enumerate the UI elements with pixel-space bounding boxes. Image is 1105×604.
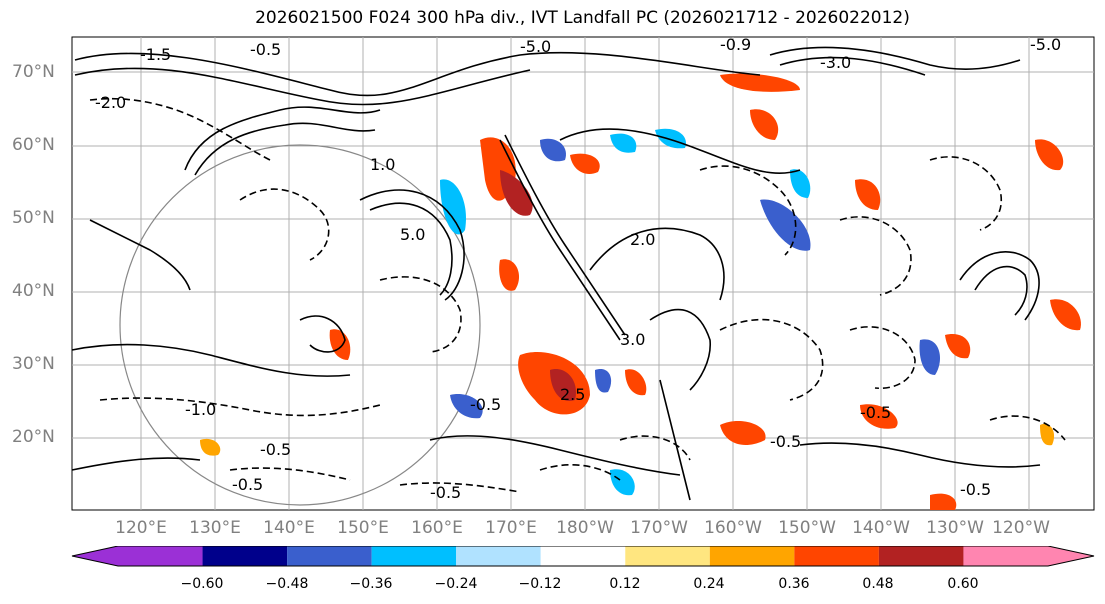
colorbar-tick: 0.12 [609,576,641,592]
contour-label: -2.0 [95,93,126,112]
contour-label: 5.0 [400,225,425,244]
contour-label: -5.0 [1030,35,1061,54]
colorbar-tick: 0.48 [862,576,894,592]
colorbar-extend-right [1048,546,1094,566]
contour-label: -0.5 [960,480,991,499]
latitude-label: 30°N [12,354,55,374]
longitude-label: 140°W [852,518,910,538]
colorbar-outline [71,546,1095,567]
colorbar-cell [709,546,795,566]
colorbar-tick: −0.12 [518,576,562,592]
contour-labels: -1.5 -0.5 -2.0 -5.0 -0.9 -3.0 -5.0 5.0 2… [95,35,1061,502]
contour-label: -5.0 [520,37,551,56]
latitude-label: 60°N [12,135,55,155]
contour-label: -0.5 [860,403,891,422]
contour-label: -0.5 [260,440,291,459]
colorbar-tick: −0.36 [349,576,393,592]
colorbar-tick: −0.48 [265,576,309,592]
colorbar-cell [371,546,457,566]
contour-label: 3.0 [620,330,645,349]
contour-label: -1.0 [185,400,216,419]
colorbar-tick: 0.24 [693,576,725,592]
contour-label: 1.0 [370,155,395,174]
longitude-label: 150°W [778,518,836,538]
colorbar-cell [794,546,879,566]
colorbar-extend-left [72,546,118,566]
colorbar-tick: −0.60 [180,576,224,592]
latitude-label: 40°N [12,281,55,301]
convergence-contours [89,97,1066,493]
longitude-label: 130°E [189,518,241,538]
colorbar [71,546,1095,567]
longitude-label: 130°W [926,518,984,538]
colorbar-tick: 0.60 [947,576,979,592]
contour-label: -0.5 [250,40,281,59]
contour-label: -0.9 [720,35,751,54]
contour-label: 2.0 [630,230,655,249]
longitude-label: 180°W [556,518,614,538]
colorbar-cell [202,546,288,566]
contour-label: -0.5 [430,483,461,502]
longitude-label: 150°E [337,518,389,538]
contour-label: 2.5 [560,385,585,404]
longitude-label: 120°E [115,518,167,538]
region-circle [119,144,481,506]
colorbar-cell [118,546,203,566]
map-title: 2026021500 F024 300 hPa div., IVT Landfa… [255,8,910,28]
longitude-label: 170°W [630,518,688,538]
contour-label: -0.5 [770,432,801,451]
colorbar-cell [878,546,964,566]
latitude-label: 50°N [12,208,55,228]
colorbar-tick: −0.24 [434,576,478,592]
contour-label: -1.5 [140,45,171,64]
contour-label: -0.5 [470,395,501,414]
colorbar-cell [963,546,1048,566]
divergence-contours [71,46,1041,501]
contour-label: -3.0 [820,53,851,72]
graticule [72,37,1094,510]
longitude-label: 120°W [992,518,1050,538]
contour-label: -0.5 [232,475,263,494]
latitude-label: 70°N [12,62,55,82]
longitude-label: 160°E [411,518,463,538]
latitude-label: 20°N [12,427,55,447]
colorbar-cell [287,546,372,566]
longitude-label: 170°E [485,518,537,538]
colorbar-tick: 0.36 [778,576,810,592]
longitude-label: 160°W [704,518,762,538]
longitude-label: 140°E [263,518,315,538]
colorbar-cell [625,546,710,566]
colorbar-cell [456,546,541,566]
colorbar-cell [540,546,626,566]
